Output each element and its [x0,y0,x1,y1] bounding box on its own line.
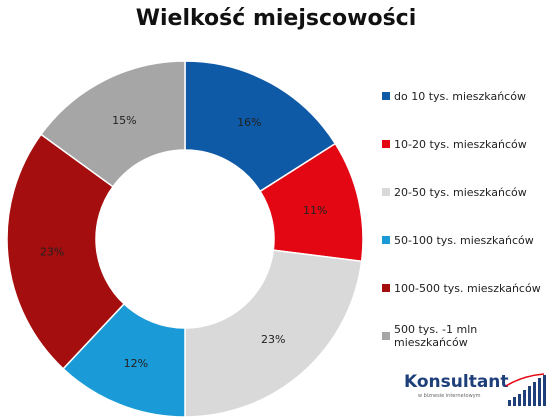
logo-name: Konsultant [404,372,509,392]
legend-item: 500 tys. -1 mln mieszkańców [382,323,552,349]
slice-label: 16% [237,116,261,129]
chart-title: Wielkość miejscowości [135,6,417,31]
legend-swatch [382,188,390,196]
slice-label: 15% [112,114,136,127]
legend-label: 20-50 tys. mieszkańców [394,185,527,199]
legend-item: 50-100 tys. mieszkańców [382,230,552,250]
donut-slice [184,60,337,193]
legend-swatch [382,92,390,100]
slice-label: 11% [303,204,327,217]
donut-slice [184,249,363,418]
growth-chart-icon [505,373,546,406]
legend-label: 500 tys. -1 mln mieszkańców [394,323,478,349]
slice-label: 12% [124,357,148,370]
slice-label: 23% [261,333,285,346]
donut-slice [6,133,126,370]
legend-label: 10-20 tys. mieszkańców [394,137,527,151]
slice-label: 23% [40,246,64,259]
legend-item: do 10 tys. mieszkańców [382,86,552,106]
legend-item: 20-50 tys. mieszkańców [382,182,552,202]
donut-slice [39,60,186,188]
logo-tagline: w biznesie internetowym [418,393,481,399]
chart-legend: do 10 tys. mieszkańców 10-20 tys. mieszk… [382,86,552,374]
legend-swatch [382,140,390,148]
legend-label: 50-100 tys. mieszkańców [394,233,534,247]
konsultant-logo: Konsultant w biznesie internetowym [404,372,550,416]
legend-swatch [382,236,390,244]
legend-label: 100-500 tys. mieszkańców [394,281,541,295]
legend-item: 100-500 tys. mieszkańców [382,278,552,298]
legend-item: 10-20 tys. mieszkańców [382,134,552,154]
legend-label: do 10 tys. mieszkańców [394,89,526,103]
legend-swatch [382,332,390,340]
legend-swatch [382,284,390,292]
